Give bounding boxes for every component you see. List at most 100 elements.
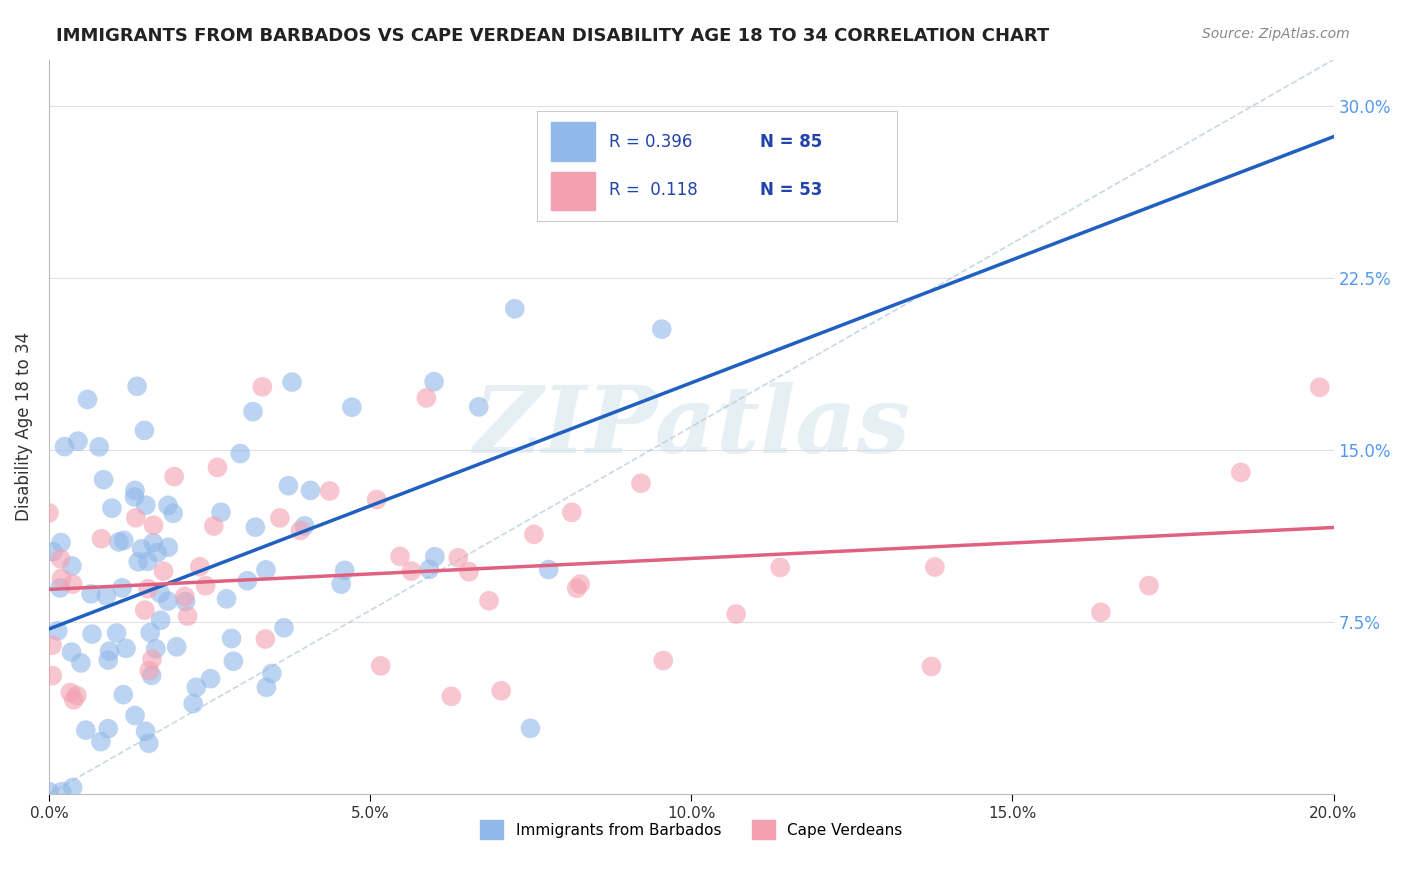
Point xyxy=(149,586,172,600)
Point xyxy=(207,460,229,475)
Point xyxy=(46,624,69,638)
Point xyxy=(1309,380,1331,394)
Point xyxy=(49,551,72,566)
Point xyxy=(242,404,264,418)
Point xyxy=(273,621,295,635)
Point xyxy=(145,641,167,656)
Point xyxy=(135,724,157,739)
Point xyxy=(254,680,277,694)
Point xyxy=(70,656,93,670)
Text: IMMIGRANTS FROM BARBADOS VS CAPE VERDEAN DISABILITY AGE 18 TO 34 CORRELATION CHA: IMMIGRANTS FROM BARBADOS VS CAPE VERDEAN… xyxy=(56,27,1049,45)
Point xyxy=(124,490,146,504)
Point xyxy=(200,672,222,686)
Point xyxy=(134,603,156,617)
Point xyxy=(38,785,60,799)
Point xyxy=(415,391,437,405)
Point xyxy=(537,563,560,577)
Point xyxy=(181,697,204,711)
Y-axis label: Disability Age 18 to 34: Disability Age 18 to 34 xyxy=(15,332,32,521)
Point xyxy=(60,558,83,573)
Point xyxy=(222,654,245,668)
Point xyxy=(389,549,412,564)
Point xyxy=(299,483,322,498)
Point xyxy=(290,524,312,538)
Point xyxy=(127,555,149,569)
Point xyxy=(152,564,174,578)
Point xyxy=(366,492,388,507)
Point xyxy=(576,167,599,181)
Point xyxy=(53,440,76,454)
Point xyxy=(318,484,340,499)
Point xyxy=(333,563,356,577)
Point xyxy=(115,641,138,656)
Point xyxy=(447,550,470,565)
Point xyxy=(176,609,198,624)
Text: Source: ZipAtlas.com: Source: ZipAtlas.com xyxy=(1202,27,1350,41)
Point xyxy=(89,440,111,454)
Point xyxy=(252,380,274,394)
Point xyxy=(142,518,165,533)
Point xyxy=(921,659,943,673)
Point xyxy=(42,544,65,558)
Point xyxy=(194,579,217,593)
Point xyxy=(281,375,304,389)
Point xyxy=(478,594,501,608)
Point xyxy=(139,625,162,640)
Point xyxy=(630,476,652,491)
Point xyxy=(146,546,169,560)
Point xyxy=(565,581,588,595)
Point xyxy=(269,511,291,525)
Point xyxy=(924,560,946,574)
Point xyxy=(260,666,283,681)
Point xyxy=(62,780,84,795)
Point xyxy=(294,519,316,533)
Point xyxy=(370,658,392,673)
Point xyxy=(135,498,157,512)
Point xyxy=(49,535,72,549)
Point xyxy=(141,652,163,666)
Point xyxy=(569,577,592,591)
Point xyxy=(138,664,160,678)
Point xyxy=(254,563,277,577)
Point xyxy=(112,688,135,702)
Point xyxy=(423,549,446,564)
Point xyxy=(458,565,481,579)
Point xyxy=(63,693,86,707)
Point xyxy=(136,554,159,568)
Point xyxy=(41,668,63,682)
Point xyxy=(229,447,252,461)
Point xyxy=(38,506,60,520)
Point xyxy=(162,506,184,520)
Point xyxy=(157,541,180,555)
Point xyxy=(101,501,124,516)
Point xyxy=(1137,579,1160,593)
Point xyxy=(51,785,73,799)
Point xyxy=(76,392,98,407)
Point xyxy=(124,708,146,723)
Point xyxy=(340,400,363,414)
Point xyxy=(202,519,225,533)
Point xyxy=(93,473,115,487)
Point xyxy=(652,653,675,667)
Point xyxy=(163,469,186,483)
Point xyxy=(59,685,82,699)
Point xyxy=(401,564,423,578)
Point xyxy=(138,736,160,750)
Point xyxy=(156,594,179,608)
Point xyxy=(111,581,134,595)
Point xyxy=(166,640,188,654)
Point xyxy=(156,499,179,513)
Point xyxy=(134,424,156,438)
Point xyxy=(124,483,146,498)
Point xyxy=(75,723,97,738)
Point xyxy=(330,577,353,591)
Point xyxy=(41,638,63,652)
Point xyxy=(440,690,463,704)
Point xyxy=(90,734,112,748)
Point xyxy=(418,562,440,576)
Point xyxy=(245,520,267,534)
Point xyxy=(141,668,163,682)
Point xyxy=(769,560,792,574)
Text: ZIPatlas: ZIPatlas xyxy=(472,382,910,472)
Point xyxy=(97,722,120,736)
